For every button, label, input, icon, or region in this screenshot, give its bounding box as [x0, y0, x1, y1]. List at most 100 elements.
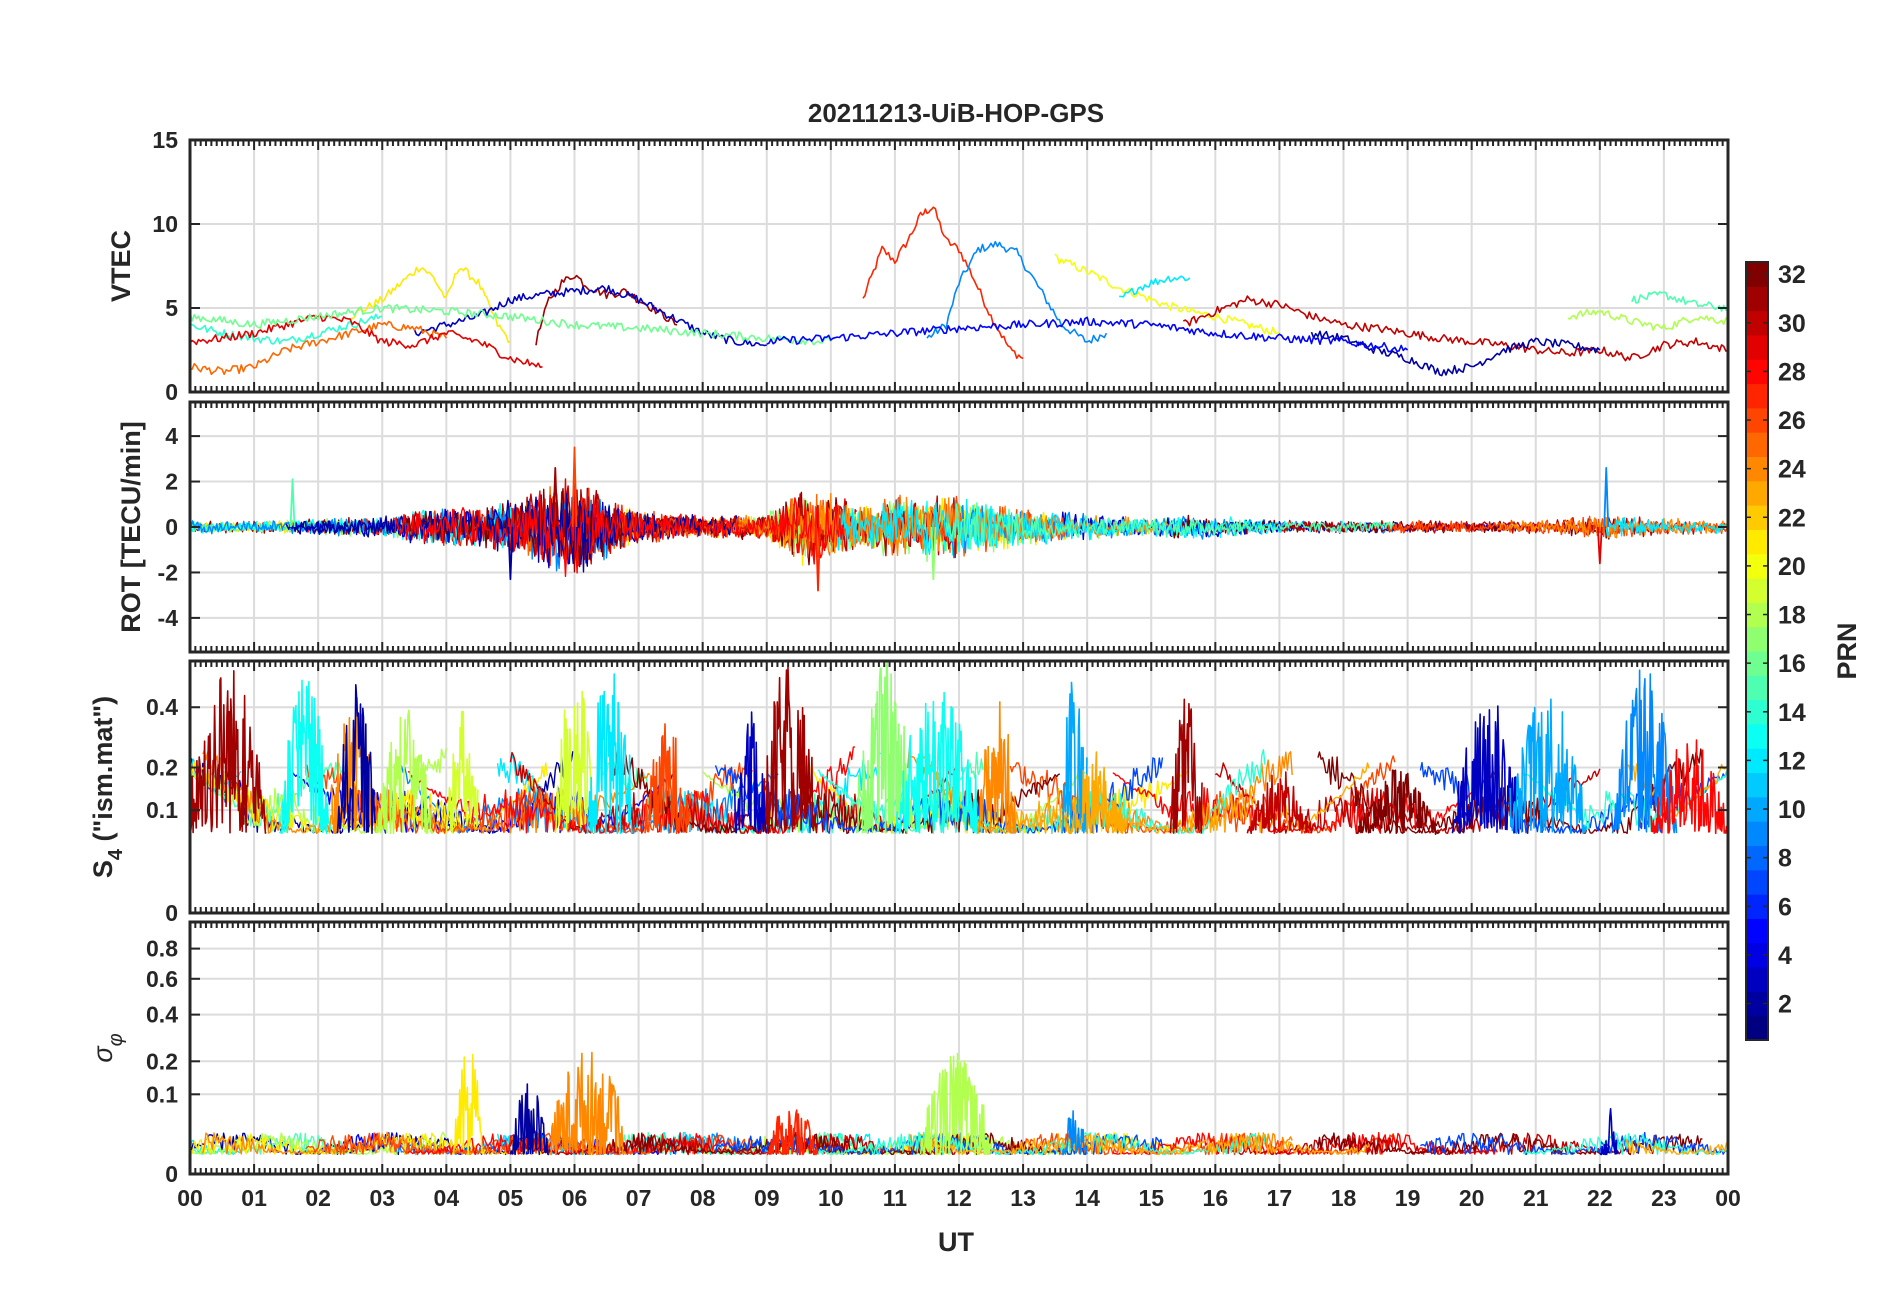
x-tick-label: 11 [883, 1185, 908, 1211]
y-axis-label-vtec: VTEC [106, 230, 136, 302]
vtec-line-prn-29 [190, 314, 543, 369]
colorbar-segment [1746, 1015, 1768, 1041]
x-tick-label: 13 [1010, 1185, 1036, 1211]
panel-s4: 0 0.1 0.2 0.4 S4 ("ism.mat") [88, 659, 1730, 926]
colorbar-tick-label: 12 [1778, 747, 1806, 775]
vtec-line-prn-20 [1054, 253, 1280, 335]
y-tick-label-vtec: 10 [152, 211, 178, 237]
rot-spike-prn-2 [507, 526, 514, 581]
colorbar-segment [1746, 772, 1768, 798]
panel-sigma_phi: 0 0.1 0.2 0.4 0.6 0.8 σφ [88, 920, 1730, 1187]
ticks-s4 [189, 661, 1729, 914]
colorbar-label: PRN [1832, 622, 1862, 679]
colorbar-segment [1746, 407, 1768, 433]
x-tick-label: 10 [818, 1185, 844, 1211]
s4-burst-prn-19 [445, 710, 479, 834]
x-tick-label: 15 [1138, 1185, 1164, 1211]
y-tick-label-rot: 4 [165, 423, 178, 449]
s4-burst-prn-32 [1356, 769, 1441, 836]
rot-spike-prn-29 [1596, 526, 1603, 565]
vtec-line-prn-21 [349, 266, 511, 344]
ticks-vtec [189, 139, 1729, 393]
rot-spike-prn-27 [815, 526, 821, 592]
colorbar-tick-label: 30 [1778, 310, 1806, 338]
x-tick-label: 12 [946, 1185, 972, 1211]
colorbar-segment [1746, 432, 1768, 457]
sigma_phi-burst-prn-27 [766, 1109, 819, 1156]
y-tick-label-sigma_phi: 0.1 [146, 1081, 178, 1107]
s4-burst-prn-23 [1067, 751, 1126, 835]
sigma_phi-bg-line-prn-7 [1420, 1131, 1728, 1156]
colorbar-tick-label: 24 [1778, 456, 1806, 484]
colorbar-segment [1746, 553, 1768, 579]
x-tick-label: 04 [434, 1185, 460, 1211]
s4-burst-prn-19 [554, 690, 595, 834]
y-tick-label-s4: 0.1 [146, 797, 178, 823]
rot-line-prn-12 [1605, 516, 1728, 538]
colorbar-segment [1746, 480, 1768, 506]
y-axis-label-main: S [88, 860, 118, 878]
y-axis-label-sub: 4 [105, 848, 127, 860]
s4-burst-prn-31 [759, 666, 818, 834]
s4-burst-prn-17 [855, 661, 915, 835]
sigma_phi-burst-prn-9 [1060, 1110, 1088, 1156]
colorbar-tick-label: 2 [1778, 991, 1792, 1019]
x-tick-label: 01 [241, 1185, 267, 1211]
s4-burst-prn-9 [1611, 669, 1678, 834]
series-s4 [190, 661, 1728, 836]
y-axis-label-rot: ROT [TECU/min] [116, 421, 146, 632]
s4-burst-prn-10 [1509, 698, 1587, 835]
ticks-rot [189, 402, 1729, 652]
colorbar-segment [1746, 456, 1768, 482]
x-tick-label: 21 [1523, 1185, 1549, 1211]
s4-burst-prn-18 [375, 709, 434, 835]
colorbar-segment [1746, 286, 1768, 312]
y-tick-label-rot: -2 [158, 559, 178, 585]
colorbar-tick-label: 6 [1778, 893, 1792, 921]
colorbar-tick-label: 18 [1778, 602, 1806, 630]
colorbar-segment [1746, 748, 1768, 774]
s4-burst-prn-26 [644, 723, 691, 835]
y-tick-label-vtec: 15 [152, 127, 178, 153]
sigma_phi-burst-prn-21 [451, 1053, 485, 1156]
colorbar-segment [1746, 359, 1768, 385]
colorbar-segment [1746, 991, 1768, 1017]
colorbar-segment [1746, 967, 1768, 992]
colorbar-segment [1746, 310, 1768, 336]
y-tick-label-sigma_phi: 0.6 [146, 966, 178, 992]
chart-title: 20211213-UiB-HOP-GPS [808, 98, 1104, 128]
sigma_phi-burst-prn-18 [919, 1052, 992, 1156]
colorbar-frame [1745, 261, 1769, 1041]
s4-burst-prn-3 [1451, 705, 1524, 835]
colorbar-segment [1746, 796, 1768, 822]
rot-spike-prn-17 [930, 526, 937, 581]
colorbar-segment [1746, 869, 1768, 895]
x-tick-label: 08 [690, 1185, 716, 1211]
y-tick-label-s4: 0.2 [146, 755, 178, 781]
colorbar-segment [1746, 651, 1768, 676]
vtec-line-prn-31 [535, 274, 678, 346]
x-tick-label: 23 [1651, 1185, 1677, 1211]
colorbar-segment [1746, 821, 1768, 846]
x-tick-label: 00 [177, 1185, 203, 1211]
y-tick-label-sigma_phi: 0.8 [146, 936, 178, 962]
colorbar-segment [1746, 578, 1768, 603]
sigma_phi-bg-line-prn-23 [1624, 1138, 1728, 1156]
colorbar-tick-label: 10 [1778, 796, 1806, 824]
s4-burst-prn-30 [1246, 771, 1312, 835]
x-tick-label: 18 [1331, 1185, 1357, 1211]
y-tick-label-rot: -4 [158, 605, 179, 631]
rot-line-prn-12 [836, 498, 1287, 556]
vtec-line-prn-15 [1631, 290, 1728, 312]
colorbar-segment [1746, 602, 1768, 628]
s4-burst-prn-31 [1169, 698, 1203, 834]
sigma_phi-bg-line-prn-32 [1317, 1132, 1703, 1156]
x-tick-label: 07 [626, 1185, 652, 1211]
sigma_phi-bg-line-prn-14 [817, 1131, 1266, 1156]
x-tick-label: 09 [754, 1185, 780, 1211]
s4-burst-prn-24 [977, 701, 1017, 834]
s4-burst-prn-2 [336, 683, 376, 835]
colorbar-segment [1746, 334, 1768, 360]
